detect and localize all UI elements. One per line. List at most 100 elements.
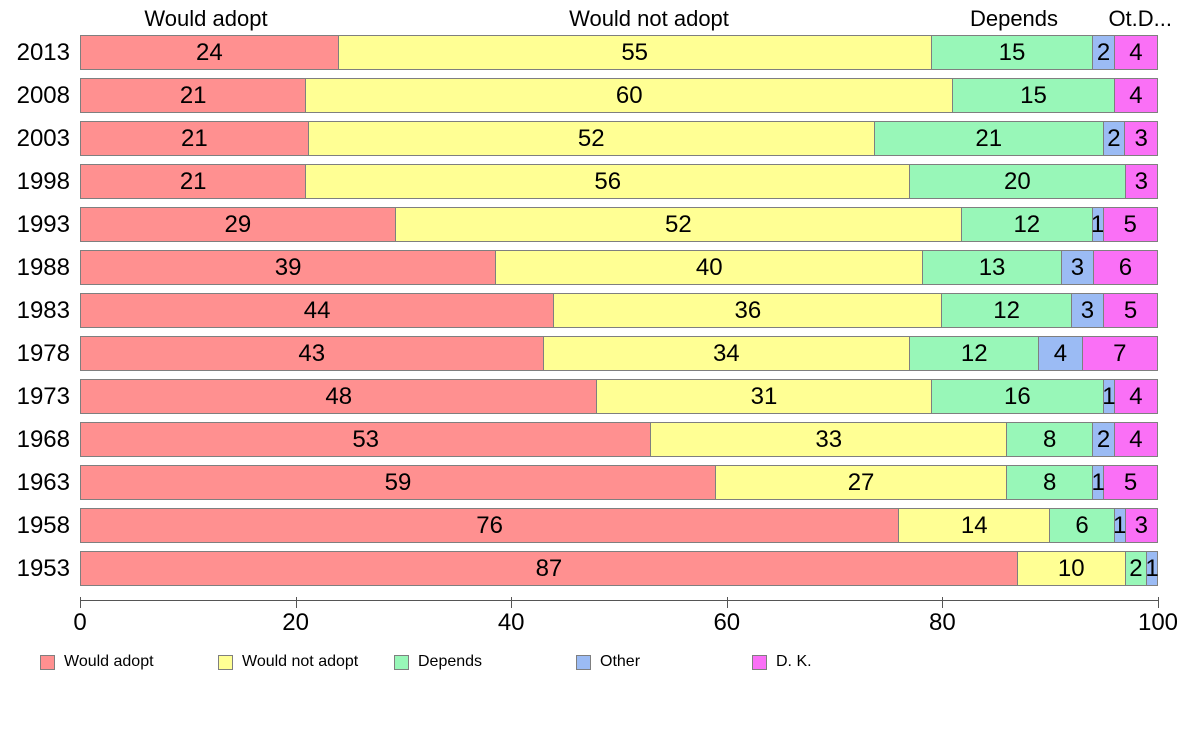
- segment-value: 5: [1123, 469, 1138, 496]
- bar-segment: 1: [1145, 551, 1159, 586]
- bar-segment: 4: [1114, 35, 1158, 70]
- stacked-bar: 21 56 20 3: [80, 164, 1158, 199]
- bar-segment: 21: [80, 121, 309, 156]
- bar-segment: 4: [1114, 422, 1158, 457]
- axis-tick-label: 100: [1137, 609, 1179, 636]
- axis-tick-label: 20: [282, 609, 309, 636]
- bar-row: 1998 21 56 20 3: [0, 164, 1188, 199]
- bar-segment: 2: [1103, 121, 1126, 156]
- legend-swatch: [576, 654, 591, 670]
- year-label: 1953: [16, 555, 70, 582]
- column-header-would-not-adopt: Would not adopt: [569, 6, 729, 31]
- stacked-bar: 21 60 15 4: [80, 78, 1158, 113]
- column-header-would-adopt: Would adopt: [144, 6, 268, 31]
- legend-swatch: [218, 654, 233, 670]
- segment-value: 12: [1013, 211, 1041, 238]
- bar-segment: 21: [80, 78, 307, 113]
- segment-value: 1: [1102, 383, 1116, 410]
- bar-segment: 20: [910, 164, 1126, 199]
- year-label: 1998: [16, 168, 70, 195]
- segment-value: 1: [1145, 555, 1159, 582]
- bar-segment: 7: [1082, 336, 1158, 371]
- bar-segment: 15: [953, 78, 1115, 113]
- segment-value: 13: [978, 254, 1006, 281]
- axis-tick-label: 40: [497, 609, 525, 636]
- segment-value: 40: [695, 254, 723, 281]
- segment-value: 8: [1043, 469, 1057, 496]
- stacked-bar: 44 36 12 3 5: [80, 293, 1158, 328]
- bar-segment: 29: [80, 207, 396, 242]
- segment-value: 60: [615, 82, 643, 109]
- bar-segment: 3: [1125, 508, 1158, 543]
- bar-segment: 12: [910, 336, 1040, 371]
- bar-segment: 6: [1093, 250, 1158, 285]
- bar-segment: 27: [716, 465, 1008, 500]
- segment-value: 21: [180, 125, 208, 152]
- bar-segment: 56: [306, 164, 911, 199]
- segment-value: 14: [960, 512, 988, 539]
- legend-item: Depends: [394, 653, 482, 671]
- stacked-bar: 48 31 16 1 4: [80, 379, 1158, 414]
- bar-row: 1953 87 10 2 1: [0, 551, 1188, 586]
- segment-value: 2: [1096, 426, 1111, 453]
- segment-value: 15: [1020, 82, 1047, 109]
- legend-label: Depends: [418, 653, 483, 670]
- bar-row: 1968 53 33 8 2 4: [0, 422, 1188, 457]
- axis-tick: [511, 597, 513, 608]
- bar-segment: 87: [80, 551, 1018, 586]
- stacked-bar: 43 34 12 4 7: [80, 336, 1158, 371]
- bar-segment: 1: [1092, 465, 1105, 500]
- year-label: 1968: [16, 426, 70, 453]
- legend-item: Would adopt: [40, 653, 154, 671]
- bar-row: 1988 39 40 13 3 6: [0, 250, 1188, 285]
- bar-segment: 8: [1007, 422, 1094, 457]
- bar-row: 2013 24 55 15 2 4: [0, 35, 1188, 70]
- segment-value: 21: [975, 125, 1003, 152]
- stacked-bar: 76 14 6 1 3: [80, 508, 1158, 543]
- axis-tick-label: 80: [929, 609, 956, 636]
- segment-value: 2: [1107, 125, 1121, 152]
- bar-segment: 60: [306, 78, 954, 113]
- segment-value: 55: [621, 39, 649, 66]
- legend-swatch: [394, 654, 409, 670]
- bar-segment: 21: [80, 164, 307, 199]
- segment-value: 3: [1134, 125, 1148, 152]
- segment-value: 24: [196, 39, 223, 66]
- segment-value: 76: [476, 512, 503, 539]
- segment-value: 4: [1129, 39, 1143, 66]
- axis-tick: [726, 597, 728, 608]
- legend-item: Would not adopt: [218, 653, 358, 671]
- segment-value: 16: [1003, 383, 1031, 410]
- year-label: 1958: [16, 512, 70, 539]
- segment-value: 48: [325, 383, 353, 410]
- segment-value: 6: [1075, 512, 1089, 539]
- axis-tick: [942, 597, 944, 608]
- bar-segment: 3: [1125, 121, 1158, 156]
- bar-segment: 52: [395, 207, 962, 242]
- bar-segment: 39: [80, 250, 497, 285]
- segment-value: 56: [594, 168, 622, 195]
- segment-value: 1: [1113, 512, 1127, 539]
- stacked-bar: 87 10 2 1: [80, 551, 1159, 586]
- legend-swatch: [752, 654, 767, 670]
- segment-value: 1: [1090, 211, 1105, 238]
- bar-segment: 40: [496, 250, 924, 285]
- legend-label: Would adopt: [64, 653, 154, 670]
- segment-value: 44: [303, 297, 331, 324]
- bar-segment: 31: [597, 379, 932, 414]
- year-label: 2013: [16, 39, 70, 66]
- bar-segment: 48: [80, 379, 598, 414]
- segment-value: 2: [1129, 555, 1143, 582]
- axis-tick-label: 60: [713, 609, 741, 636]
- bar-row: 1963 59 27 8 1 5: [0, 465, 1188, 500]
- legend-item: Other: [576, 653, 640, 671]
- year-label: 1973: [16, 383, 70, 410]
- segment-value: 5: [1123, 211, 1137, 238]
- column-header-depends: Depends: [969, 6, 1059, 31]
- bar-segment: 4: [1114, 78, 1158, 113]
- bar-segment: 15: [931, 35, 1094, 70]
- axis-tick-label: 0: [73, 609, 87, 636]
- stacked-bar: 24 55 15 2 4: [80, 35, 1158, 70]
- segment-value: 59: [384, 469, 412, 496]
